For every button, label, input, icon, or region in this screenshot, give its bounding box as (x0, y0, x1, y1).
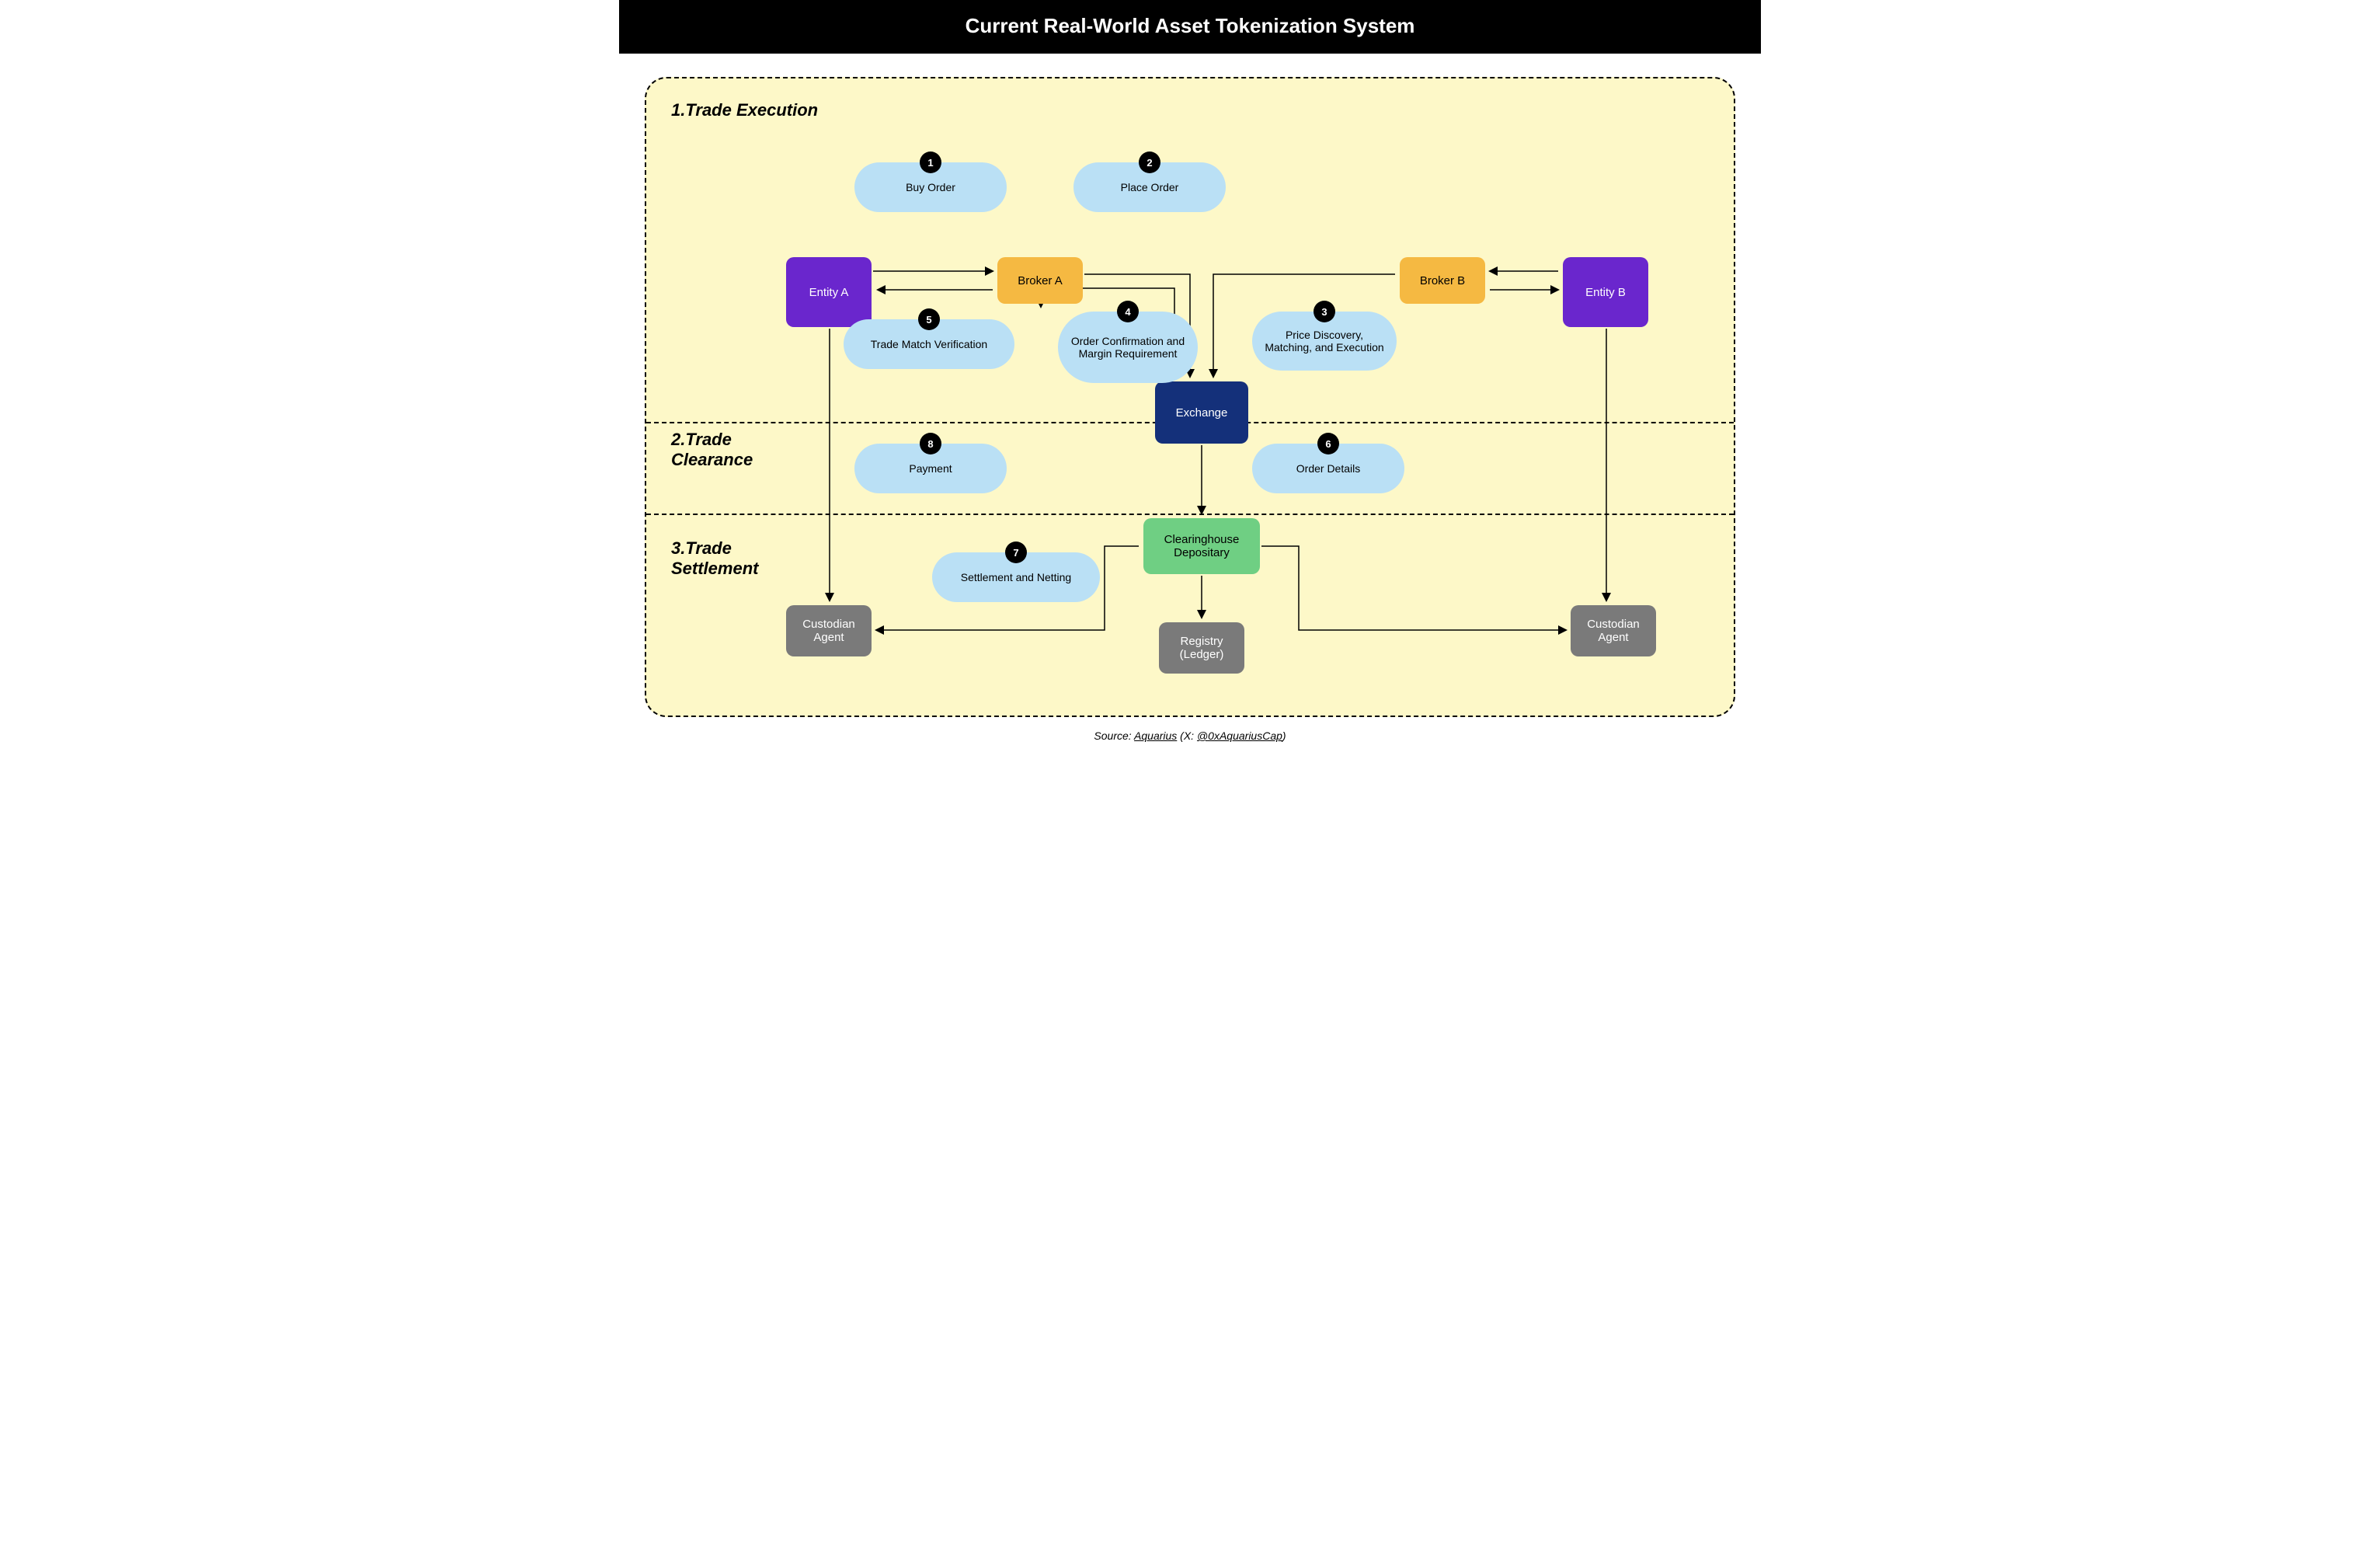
node-entity-b: Entity B (1563, 257, 1648, 327)
credit-mid: (X: (1177, 730, 1197, 742)
credit-prefix: Source: (1094, 730, 1134, 742)
step-8-number: 8 (920, 433, 941, 454)
section-3-label: 3.Trade Settlement (671, 538, 780, 579)
step-4-label: Order Confirmation and Margin Requiremen… (1069, 335, 1187, 360)
step-3-number: 3 (1314, 301, 1335, 322)
node-broker-a: Broker A (997, 257, 1083, 304)
step-2-number: 2 (1139, 151, 1160, 173)
node-entity-a: Entity A (786, 257, 872, 327)
step-5-number: 5 (918, 308, 940, 330)
node-broker-b: Broker B (1400, 257, 1485, 304)
step-2-label: Place Order (1121, 181, 1179, 193)
node-custodian-b: Custodian Agent (1571, 605, 1656, 656)
credit-name: Aquarius (1134, 730, 1177, 742)
step-7-label: Settlement and Netting (961, 571, 1071, 583)
step-4-number: 4 (1117, 301, 1139, 322)
diagram-canvas: 1.Trade Execution 2.Trade Clearance 3.Tr… (645, 77, 1735, 717)
section-3-divider (646, 514, 1734, 515)
step-5-label: Trade Match Verification (871, 338, 987, 350)
edge-clear_to_custB (1261, 546, 1566, 630)
node-exchange: Exchange (1155, 381, 1248, 444)
step-6-label: Order Details (1296, 462, 1360, 475)
step-6-number: 6 (1317, 433, 1339, 454)
step-7-number: 7 (1005, 541, 1027, 563)
section-1-label: 1.Trade Execution (671, 100, 826, 120)
page: Current Real-World Asset Tokenization Sy… (619, 0, 1761, 757)
page-title: Current Real-World Asset Tokenization Sy… (966, 14, 1415, 37)
step-8-label: Payment (909, 462, 952, 475)
node-registry: Registry (Ledger) (1159, 622, 1244, 674)
node-clearinghouse: Clearinghouse Depositary (1143, 518, 1260, 574)
credit-handle: @0xAquariusCap (1197, 730, 1282, 742)
source-credit: Source: Aquarius (X: @0xAquariusCap) (619, 722, 1761, 757)
credit-suffix: ) (1282, 730, 1286, 742)
title-bar: Current Real-World Asset Tokenization Sy… (619, 0, 1761, 54)
step-3-label: Price Discovery, Matching, and Execution (1263, 329, 1386, 353)
node-custodian-a: Custodian Agent (786, 605, 872, 656)
step-1-number: 1 (920, 151, 941, 173)
step-1-label: Buy Order (906, 181, 955, 193)
section-2-label: 2.Trade Clearance (671, 430, 780, 470)
